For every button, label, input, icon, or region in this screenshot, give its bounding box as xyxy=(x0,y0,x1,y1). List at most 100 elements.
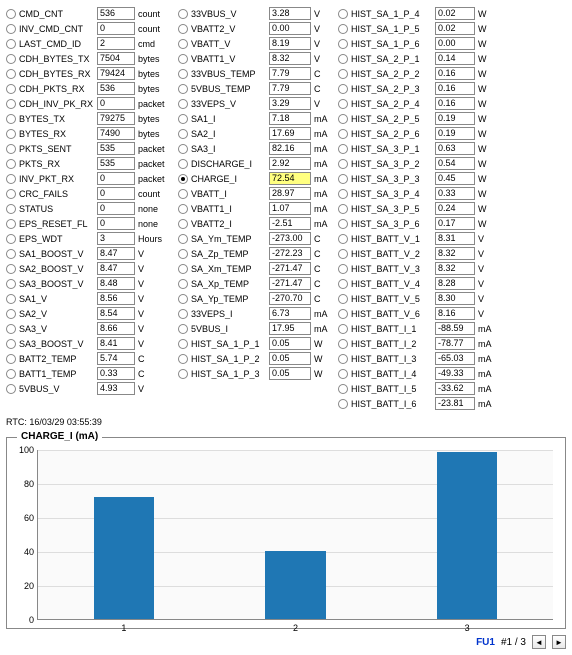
row-unit: mA xyxy=(314,324,330,334)
row-radio[interactable] xyxy=(338,279,348,289)
telemetry-row: BYTES_TX79275bytes xyxy=(6,111,170,126)
row-label: HIST_SA_1_P_1 xyxy=(191,339,269,349)
row-label: HIST_SA_1_P_5 xyxy=(351,24,435,34)
row-radio[interactable] xyxy=(338,399,348,409)
row-value: 0.05 xyxy=(269,352,311,365)
row-radio[interactable] xyxy=(178,129,188,139)
row-radio[interactable] xyxy=(338,159,348,169)
pager-prev-button[interactable]: ◄ xyxy=(532,635,546,649)
row-radio[interactable] xyxy=(178,294,188,304)
row-radio[interactable] xyxy=(6,384,16,394)
row-radio[interactable] xyxy=(6,144,16,154)
row-radio[interactable] xyxy=(178,84,188,94)
row-radio[interactable] xyxy=(6,249,16,259)
row-radio[interactable] xyxy=(6,159,16,169)
row-radio[interactable] xyxy=(178,264,188,274)
row-radio[interactable] xyxy=(338,114,348,124)
row-radio[interactable] xyxy=(178,204,188,214)
row-radio[interactable] xyxy=(338,324,348,334)
row-radio[interactable] xyxy=(178,159,188,169)
row-radio[interactable] xyxy=(338,69,348,79)
telemetry-row: HIST_SA_3_P_50.24W xyxy=(338,201,494,216)
row-radio[interactable] xyxy=(178,54,188,64)
row-radio[interactable] xyxy=(338,144,348,154)
row-radio[interactable] xyxy=(178,339,188,349)
row-radio[interactable] xyxy=(6,69,16,79)
row-radio[interactable] xyxy=(6,339,16,349)
row-radio[interactable] xyxy=(6,264,16,274)
row-radio[interactable] xyxy=(6,24,16,34)
row-radio[interactable] xyxy=(178,189,188,199)
row-radio[interactable] xyxy=(178,324,188,334)
row-radio[interactable] xyxy=(178,144,188,154)
row-radio[interactable] xyxy=(178,249,188,259)
telemetry-row: HIST_SA_2_P_30.16W xyxy=(338,81,494,96)
row-radio[interactable] xyxy=(338,249,348,259)
row-radio[interactable] xyxy=(178,174,188,184)
row-value: 6.73 xyxy=(269,307,311,320)
telemetry-row: HIST_BATT_V_18.31V xyxy=(338,231,494,246)
row-radio[interactable] xyxy=(178,24,188,34)
row-radio[interactable] xyxy=(338,354,348,364)
telemetry-row: EPS_WDT3Hours xyxy=(6,231,170,246)
row-radio[interactable] xyxy=(338,9,348,19)
row-radio[interactable] xyxy=(6,219,16,229)
row-radio[interactable] xyxy=(338,384,348,394)
row-value: 0.19 xyxy=(435,127,475,140)
row-radio[interactable] xyxy=(338,129,348,139)
telemetry-row: STATUS0none xyxy=(6,201,170,216)
row-radio[interactable] xyxy=(338,264,348,274)
row-radio[interactable] xyxy=(338,339,348,349)
row-radio[interactable] xyxy=(338,99,348,109)
row-radio[interactable] xyxy=(6,84,16,94)
pager-next-button[interactable]: ► xyxy=(552,635,566,649)
row-radio[interactable] xyxy=(6,114,16,124)
row-label: HIST_BATT_V_6 xyxy=(351,309,435,319)
row-label: STATUS xyxy=(19,204,97,214)
row-radio[interactable] xyxy=(6,54,16,64)
row-radio[interactable] xyxy=(178,39,188,49)
row-radio[interactable] xyxy=(178,279,188,289)
row-radio[interactable] xyxy=(178,219,188,229)
row-radio[interactable] xyxy=(178,369,188,379)
row-radio[interactable] xyxy=(338,204,348,214)
row-radio[interactable] xyxy=(338,54,348,64)
row-radio[interactable] xyxy=(338,24,348,34)
row-value: 0 xyxy=(97,217,135,230)
row-radio[interactable] xyxy=(178,354,188,364)
row-radio[interactable] xyxy=(338,39,348,49)
row-radio[interactable] xyxy=(178,99,188,109)
row-radio[interactable] xyxy=(338,219,348,229)
row-radio[interactable] xyxy=(6,354,16,364)
row-radio[interactable] xyxy=(6,294,16,304)
row-radio[interactable] xyxy=(6,39,16,49)
row-unit: W xyxy=(478,99,494,109)
row-radio[interactable] xyxy=(6,174,16,184)
row-radio[interactable] xyxy=(6,9,16,19)
telemetry-row: VBATT2_I-2.51mA xyxy=(178,216,330,231)
row-radio[interactable] xyxy=(178,69,188,79)
row-radio[interactable] xyxy=(338,309,348,319)
row-radio[interactable] xyxy=(6,324,16,334)
row-radio[interactable] xyxy=(6,99,16,109)
row-radio[interactable] xyxy=(6,309,16,319)
row-radio[interactable] xyxy=(338,174,348,184)
row-radio[interactable] xyxy=(338,189,348,199)
row-radio[interactable] xyxy=(6,369,16,379)
row-radio[interactable] xyxy=(338,294,348,304)
row-radio[interactable] xyxy=(178,9,188,19)
row-label: HIST_BATT_I_6 xyxy=(351,399,435,409)
row-radio[interactable] xyxy=(178,309,188,319)
row-radio[interactable] xyxy=(6,279,16,289)
row-radio[interactable] xyxy=(6,129,16,139)
row-radio[interactable] xyxy=(6,189,16,199)
row-radio[interactable] xyxy=(338,84,348,94)
row-radio[interactable] xyxy=(6,204,16,214)
row-label: VBATT1_I xyxy=(191,204,269,214)
row-radio[interactable] xyxy=(6,234,16,244)
row-value: 79275 xyxy=(97,112,135,125)
row-radio[interactable] xyxy=(338,369,348,379)
row-radio[interactable] xyxy=(178,114,188,124)
row-radio[interactable] xyxy=(178,234,188,244)
row-radio[interactable] xyxy=(338,234,348,244)
